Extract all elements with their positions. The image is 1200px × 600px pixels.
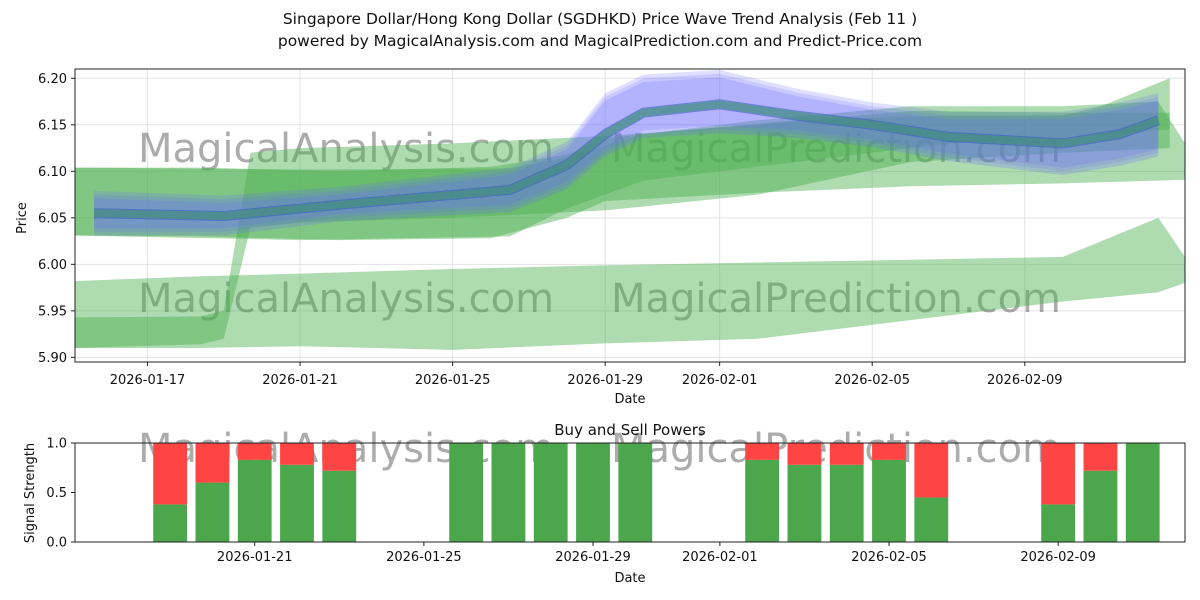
y-tick-label: 6.05 [38, 211, 67, 226]
x-tick-label: 2026-01-29 [567, 373, 643, 388]
watermark-analysis: MagicalAnalysis.com [138, 276, 554, 322]
sell-bar [745, 443, 780, 460]
watermark-prediction: MagicalPrediction.com [611, 276, 1061, 322]
x-tick-label: 2026-01-25 [415, 373, 491, 388]
buy-bar [153, 504, 188, 542]
wave-band-layer [75, 69, 1185, 350]
price-panel: MagicalAnalysis.com MagicalPrediction.co… [15, 68, 1186, 407]
x-tick-label: 2026-01-21 [217, 550, 293, 565]
buy-bar [322, 470, 357, 542]
buy-bar [787, 464, 822, 542]
chart-title-line1: Singapore Dollar/Hong Kong Dollar (SGDHK… [282, 10, 918, 28]
y-tick-label: 6.20 [38, 72, 67, 87]
sell-bar [872, 443, 906, 460]
buy-bar [237, 459, 272, 542]
price-axes-frame [74, 68, 1186, 363]
wave-bands [75, 69, 1185, 350]
sell-bar [829, 443, 864, 465]
buy-bar [576, 443, 610, 542]
blue-wave-band [94, 77, 1159, 236]
signal-panel-title: Buy and Sell Powers [554, 421, 706, 439]
x-tick-label: 2026-01-17 [110, 373, 186, 388]
x-tick-label: 2026-02-09 [987, 373, 1063, 388]
watermarks: MagicalAnalysis.com MagicalPrediction.co… [138, 126, 1061, 322]
buy-bar [872, 459, 906, 542]
signal-panel: Buy and Sell Powers MagicalAnalysis.com … [23, 421, 1186, 586]
green-trend-line [94, 100, 1160, 220]
y-tick-label: 0.0 [46, 536, 67, 551]
sell-bar [787, 443, 822, 465]
signal-x-ticks: 2026-01-21 2026-01-25 2026-01-29 2026-02-01… [217, 542, 1096, 565]
buy-bar [1125, 443, 1160, 542]
blue-wave-band [94, 69, 1159, 229]
signal-y-label: Signal Strength [23, 443, 38, 543]
x-tick-label: 2026-01-21 [262, 373, 338, 388]
price-y-label: Price [15, 202, 30, 234]
green-wave-band [75, 217, 1185, 350]
y-tick-label: 0.5 [46, 486, 67, 501]
sell-bar [237, 443, 272, 460]
y-tick-label: 6.15 [38, 118, 67, 133]
buy-bar [745, 459, 780, 542]
buy-bar [195, 482, 230, 542]
buy-bar [533, 443, 568, 542]
green-wave-band [75, 110, 1170, 349]
x-tick-label: 2026-02-05 [851, 550, 927, 565]
x-tick-label: 2026-02-01 [682, 373, 758, 388]
x-tick-label: 2026-02-09 [1020, 550, 1096, 565]
buy-bar [1083, 470, 1118, 542]
sell-bar [1083, 443, 1118, 471]
blue-trend-line [93, 99, 1161, 221]
price-x-ticks: 2026-01-17 2026-01-21 2026-01-25 2026-01-29… [110, 362, 1063, 388]
signal-x-label: Date [614, 571, 645, 586]
x-tick-label: 2026-02-05 [834, 373, 910, 388]
sell-bar [322, 443, 357, 471]
sell-bar [1041, 443, 1076, 505]
sell-bar [153, 443, 188, 505]
signal-y-ticks: 0.0 0.5 1.0 [46, 437, 75, 551]
sell-bar [280, 443, 314, 465]
buy-bar [829, 464, 864, 542]
signal-bars [153, 443, 1160, 542]
sell-bar [195, 443, 230, 483]
buy-bar [280, 464, 314, 542]
price-grid [75, 69, 1185, 362]
price-x-label: Date [614, 392, 645, 407]
y-tick-label: 1.0 [46, 437, 67, 452]
y-tick-label: 6.00 [38, 258, 67, 273]
x-tick-label: 2026-01-29 [555, 550, 631, 565]
sell-bar [914, 443, 949, 498]
x-tick-label: 2026-02-01 [682, 550, 758, 565]
buy-bar [914, 497, 949, 542]
price-y-ticks: 5.90 5.95 6.00 6.05 6.10 6.15 6.20 [38, 72, 75, 366]
y-tick-label: 5.90 [38, 351, 67, 366]
buy-bar [449, 443, 484, 542]
blue-wave-band [94, 73, 1159, 232]
buy-bar [1041, 504, 1076, 542]
buy-bar [491, 443, 526, 542]
watermark-analysis: MagicalAnalysis.com [138, 126, 554, 172]
buy-bar [618, 443, 653, 542]
watermark-prediction: MagicalPrediction.com [611, 126, 1061, 172]
y-tick-label: 5.95 [38, 304, 67, 319]
x-tick-label: 2026-01-25 [386, 550, 462, 565]
chart-title-line2: powered by MagicalAnalysis.com and Magic… [277, 32, 923, 50]
y-tick-label: 6.10 [38, 165, 67, 180]
